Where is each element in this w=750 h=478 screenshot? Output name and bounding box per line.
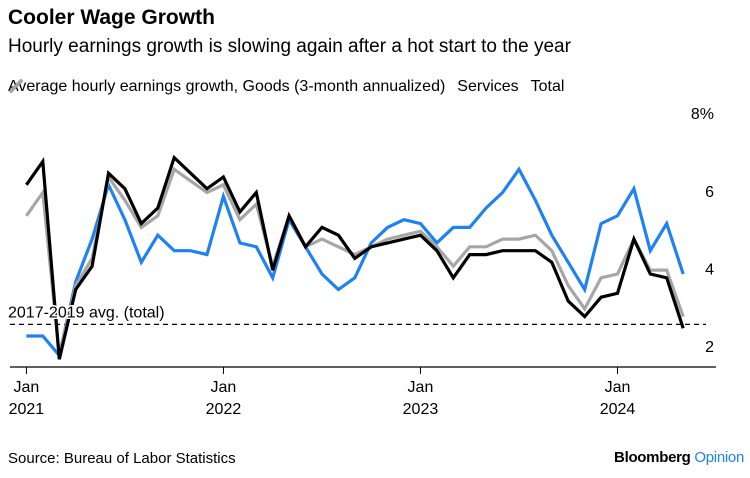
credit-brand: Bloomberg bbox=[614, 449, 691, 466]
x-tick-label: Jan 2022 bbox=[205, 379, 242, 418]
series-line bbox=[26, 166, 685, 359]
chart-title: Cooler Wage Growth bbox=[8, 6, 215, 29]
legend-label: Total bbox=[530, 78, 565, 95]
legend-item: Total bbox=[8, 78, 565, 96]
y-tick-label: 6 bbox=[705, 184, 714, 201]
chart: 2 4 6 8% 2017-2019 avg. (total) bbox=[7, 106, 716, 374]
y-tick-label: 8% bbox=[691, 106, 714, 123]
series-line bbox=[25, 154, 685, 360]
x-tick-label: Jan 2024 bbox=[599, 379, 636, 418]
x-tick-label: Jan 2023 bbox=[402, 379, 439, 418]
legend-label: Average hourly earnings growth, Goods (3… bbox=[8, 78, 446, 95]
series-line bbox=[25, 166, 685, 356]
y-tick-label: 4 bbox=[705, 261, 714, 278]
y-tick-label: 2 bbox=[705, 339, 714, 356]
x-tick-label: Jan 2021 bbox=[8, 379, 45, 418]
reference-label: 2017-2019 avg. (total) bbox=[8, 305, 165, 322]
source-note: Source: Bureau of Labor Statistics bbox=[8, 450, 236, 467]
credit-suffix: Opinion bbox=[694, 449, 744, 466]
chart-subtitle: Hourly earnings growth is slowing again … bbox=[8, 36, 571, 57]
legend-swatch bbox=[8, 78, 24, 94]
legend: Average hourly earnings growth, Goods (3… bbox=[8, 78, 564, 96]
credit: Bloomberg Opinion bbox=[614, 449, 744, 466]
legend-label: Services bbox=[457, 78, 519, 95]
legend-swatch-line bbox=[8, 78, 24, 94]
